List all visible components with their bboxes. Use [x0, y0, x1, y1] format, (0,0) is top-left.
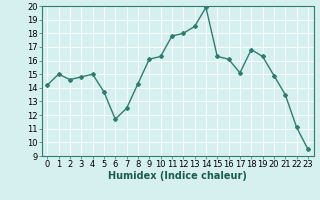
- X-axis label: Humidex (Indice chaleur): Humidex (Indice chaleur): [108, 171, 247, 181]
